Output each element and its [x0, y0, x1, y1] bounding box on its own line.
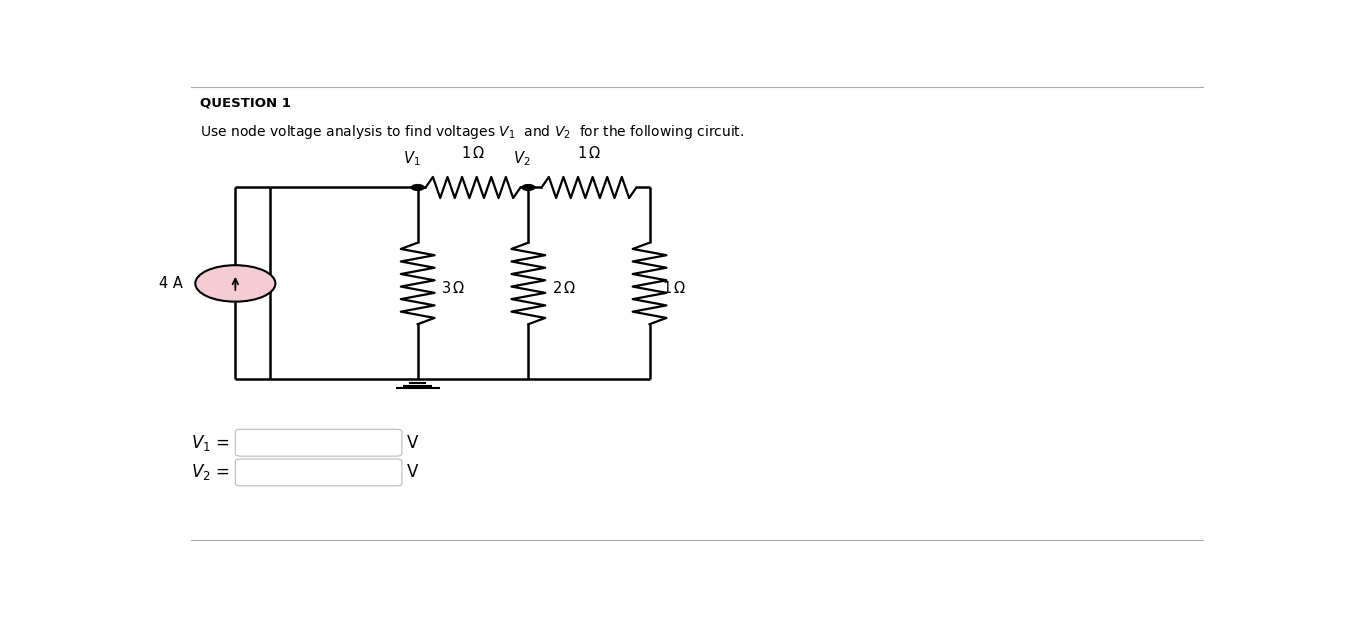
Text: $2\,\Omega$: $2\,\Omega$ [552, 280, 575, 296]
Text: $1\,\Omega$: $1\,\Omega$ [577, 145, 601, 161]
Text: QUESTION 1: QUESTION 1 [200, 97, 291, 110]
Text: 4 A: 4 A [159, 276, 182, 291]
Text: $V_2$: $V_2$ [513, 150, 530, 168]
FancyBboxPatch shape [235, 459, 403, 486]
Circle shape [522, 184, 534, 191]
Text: $1\,\Omega$: $1\,\Omega$ [461, 145, 486, 161]
Text: Use node voltage analysis to find voltages $V_1$  and $V_2$  for the following c: Use node voltage analysis to find voltag… [200, 123, 744, 141]
Text: $1\,\Omega$: $1\,\Omega$ [662, 280, 687, 296]
Circle shape [196, 265, 276, 302]
Circle shape [411, 184, 424, 191]
FancyBboxPatch shape [235, 429, 403, 456]
Text: $V_1$ =: $V_1$ = [190, 433, 230, 453]
Text: V: V [407, 464, 419, 482]
Text: V: V [407, 434, 419, 452]
Text: $3\,\Omega$: $3\,\Omega$ [441, 280, 465, 296]
Text: $V_1$: $V_1$ [403, 150, 420, 168]
Text: $V_2$ =: $V_2$ = [190, 462, 230, 482]
